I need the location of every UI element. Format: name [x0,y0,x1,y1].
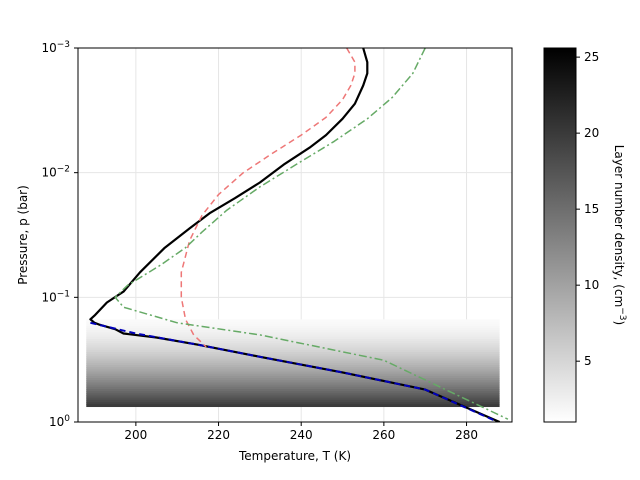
density-stripe [86,380,500,384]
density-stripe [86,384,500,388]
density-band [86,319,500,408]
density-stripe [86,323,500,327]
series-lines [89,48,509,422]
colorbar-frame [543,47,577,423]
density-stripe [86,351,500,355]
density-stripe [86,375,500,379]
density-stripe [86,369,500,373]
x-tick-label: 200 [124,428,147,442]
density-stripe [86,393,500,397]
x-axis-label: Temperature, T (K) [238,449,351,463]
x-tick-label: 260 [372,428,395,442]
colorbar-tick-label: 20 [584,126,599,140]
y-tick-label: 10−1 [41,289,70,304]
plot-frame [77,47,513,423]
density-stripe [86,388,500,392]
x-axis-ticks: 200 220 240 260 280 [124,422,478,442]
colorbar [544,48,576,422]
y-axis-label: Pressure, p (bar) [16,185,30,285]
density-stripe [86,362,500,366]
series-line [90,321,496,422]
density-stripe [86,336,500,340]
y-tick-label: 100 [49,414,70,429]
colorbar-tick-label: 15 [584,202,599,216]
density-stripe [86,373,500,377]
density-stripe [86,338,500,342]
density-stripe [86,365,500,368]
colorbar-tick-label: 5 [584,354,592,368]
density-stripe [86,397,500,401]
y-tick-label: 10−3 [41,40,70,55]
density-stripe [86,354,500,357]
density-stripe [86,371,500,375]
x-tick-label: 280 [455,428,478,442]
density-stripe [86,343,500,347]
series-line [180,48,356,348]
density-stripe [86,358,500,362]
density-stripe [86,382,500,386]
y-axis-ticks: 100 10−1 10−2 10−3 [41,40,78,429]
series-line [114,48,509,420]
density-stripe [86,319,500,323]
density-stripe [86,367,500,370]
density-stripe [86,399,500,403]
x-tick-label: 240 [290,428,313,442]
density-stripe [86,402,500,405]
x-tick-label: 220 [207,428,230,442]
y-tick-label: 10−2 [41,165,70,180]
colorbar-tick-label: 25 [584,50,599,64]
density-stripe [86,347,500,351]
density-stripe [86,334,500,338]
density-stripe [86,404,500,408]
density-stripe [86,386,500,390]
colorbar-tick-label: 10 [584,278,599,292]
density-stripe [86,395,500,399]
density-stripe [86,391,500,394]
density-stripe [86,332,500,336]
density-stripe [86,378,500,381]
density-stripe [86,330,500,333]
density-stripe [86,345,500,349]
density-stripe [86,341,500,344]
density-stripe [86,349,500,353]
colorbar-label: Layer number density, (cm−3) [612,145,627,325]
colorbar-ticks: 5 10 15 20 25 [576,50,599,368]
density-stripe [86,321,500,325]
density-stripe [86,356,500,360]
density-stripe [86,327,500,331]
density-stripe [86,325,500,329]
